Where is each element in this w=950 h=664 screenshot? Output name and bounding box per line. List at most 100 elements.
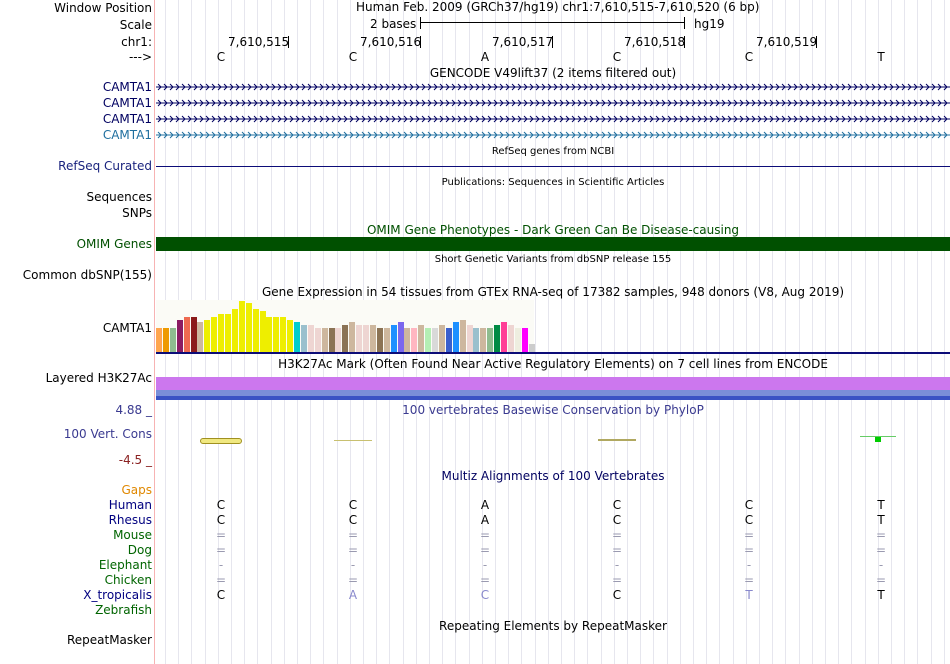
gtex-tissue-bar[interactable] xyxy=(322,328,328,352)
gtex-tissue-bar[interactable] xyxy=(522,328,528,352)
gencode-item-label-4[interactable]: CAMTA1 xyxy=(102,128,152,142)
gtex-tissue-bar[interactable] xyxy=(384,328,390,352)
omim-label[interactable]: OMIM Genes xyxy=(76,237,152,251)
gtex-tissue-bar[interactable] xyxy=(508,325,514,352)
species-label[interactable]: Elephant xyxy=(98,558,152,572)
refseq-label[interactable]: RefSeq Curated xyxy=(58,159,152,173)
gencode-transcript-1[interactable] xyxy=(156,82,950,92)
alignment-base: C xyxy=(480,588,490,602)
guide-line xyxy=(719,0,720,664)
guide-line xyxy=(944,0,945,664)
gtex-tissue-bar[interactable] xyxy=(494,325,500,352)
repeatmasker-label[interactable]: RepeatMasker xyxy=(66,633,152,647)
gtex-tissue-bar[interactable] xyxy=(418,325,424,352)
gtex-tissue-bar[interactable] xyxy=(453,322,459,352)
ruler-position-label: 7,610,518 xyxy=(624,35,686,49)
gtex-tissue-bar[interactable] xyxy=(398,322,404,352)
snps-label[interactable]: SNPs xyxy=(122,206,152,220)
reference-base: C xyxy=(348,50,358,64)
gencode-item-label-3[interactable]: CAMTA1 xyxy=(102,112,152,126)
species-label[interactable]: Rhesus xyxy=(108,513,152,527)
gaps-label[interactable]: Gaps xyxy=(121,483,152,497)
guide-line xyxy=(614,0,615,664)
gtex-tissue-bar[interactable] xyxy=(349,322,355,352)
gtex-tissue-bar[interactable] xyxy=(425,328,431,352)
gtex-tissue-bar[interactable] xyxy=(335,328,341,352)
gtex-gene-label[interactable]: CAMTA1 xyxy=(102,321,152,335)
h3k27ac-label[interactable]: Layered H3K27Ac xyxy=(45,371,152,385)
gencode-transcript-4[interactable] xyxy=(156,130,950,140)
gtex-tissue-bar[interactable] xyxy=(287,320,293,352)
species-label[interactable]: X_tropicalis xyxy=(83,588,152,602)
gtex-tissue-bar[interactable] xyxy=(184,317,190,352)
alignment-base: T xyxy=(877,513,885,527)
h3k27ac-layer-blue[interactable] xyxy=(156,390,950,396)
gtex-tissue-bar[interactable] xyxy=(363,325,369,352)
gtex-tissue-bar[interactable] xyxy=(308,325,314,352)
gtex-tissue-bar[interactable] xyxy=(204,320,210,352)
sequences-label[interactable]: Sequences xyxy=(86,190,152,204)
species-label[interactable]: Mouse xyxy=(113,528,152,542)
gtex-tissue-bar[interactable] xyxy=(411,328,417,352)
gencode-transcript-2[interactable] xyxy=(156,98,950,108)
gtex-tissue-bar[interactable] xyxy=(156,328,162,352)
gtex-tissue-bar[interactable] xyxy=(404,328,410,352)
gtex-tissue-bar[interactable] xyxy=(439,325,445,352)
gencode-item-label-2[interactable]: CAMTA1 xyxy=(102,96,152,110)
gtex-tissue-bar[interactable] xyxy=(480,328,486,352)
gtex-tissue-bar[interactable] xyxy=(446,328,452,352)
gtex-tissue-bar[interactable] xyxy=(197,322,203,352)
gtex-tissue-bar[interactable] xyxy=(370,325,376,352)
gtex-tissue-bar[interactable] xyxy=(225,314,231,352)
gtex-tissue-bar[interactable] xyxy=(232,309,238,352)
gtex-tissue-bar[interactable] xyxy=(342,325,348,352)
gtex-tissue-bar[interactable] xyxy=(487,328,493,352)
gtex-tissue-bar[interactable] xyxy=(529,344,535,352)
species-label[interactable]: Chicken xyxy=(104,573,152,587)
gtex-tissue-bar[interactable] xyxy=(391,325,397,352)
gtex-tissue-bar[interactable] xyxy=(177,320,183,352)
gtex-tissue-bar[interactable] xyxy=(377,328,383,352)
gtex-tissue-bar[interactable] xyxy=(467,325,473,352)
species-label[interactable]: Dog xyxy=(127,543,152,557)
gtex-gene-line xyxy=(156,352,950,354)
gtex-tissue-bar[interactable] xyxy=(315,328,321,352)
gtex-tissue-bar[interactable] xyxy=(301,325,307,352)
phylop-label[interactable]: 100 Vert. Cons xyxy=(63,427,152,441)
guide-line xyxy=(601,0,602,664)
species-label[interactable]: Human xyxy=(108,498,152,512)
gtex-tissue-bar[interactable] xyxy=(432,328,438,352)
gtex-tissue-bar[interactable] xyxy=(501,322,507,352)
gtex-tissue-bar[interactable] xyxy=(163,328,169,352)
gtex-tissue-bar[interactable] xyxy=(260,311,266,352)
gtex-tissue-bar[interactable] xyxy=(356,325,362,352)
gtex-tissue-bar[interactable] xyxy=(253,309,259,352)
omim-gene-bar[interactable] xyxy=(156,237,950,251)
gtex-tissue-bar[interactable] xyxy=(273,317,279,352)
gtex-tissue-bar[interactable] xyxy=(280,317,286,352)
species-label[interactable]: Zebrafish xyxy=(95,603,152,617)
guide-line xyxy=(865,0,866,664)
gencode-transcript-3[interactable] xyxy=(156,114,950,124)
gtex-tissue-bar[interactable] xyxy=(246,303,252,352)
gencode-item-label-1[interactable]: CAMTA1 xyxy=(102,80,152,94)
gtex-tissue-bar[interactable] xyxy=(170,328,176,352)
gtex-tissue-bar[interactable] xyxy=(294,322,300,352)
gtex-tissue-bar[interactable] xyxy=(473,328,479,352)
refseq-track-title: RefSeq genes from NCBI xyxy=(491,146,615,157)
h3k27ac-layer-darkblue[interactable] xyxy=(156,396,950,400)
gtex-tissue-bar[interactable] xyxy=(211,317,217,352)
gtex-tissue-bar[interactable] xyxy=(515,328,521,352)
h3k27ac-layer-purple[interactable] xyxy=(156,377,950,390)
gtex-tissue-bar[interactable] xyxy=(460,320,466,352)
gtex-track-title: Gene Expression in 54 tissues from GTEx … xyxy=(261,285,845,299)
gtex-tissue-bar[interactable] xyxy=(218,314,224,352)
gtex-tissue-bar[interactable] xyxy=(266,317,272,352)
dbsnp-label[interactable]: Common dbSNP(155) xyxy=(22,268,152,282)
gtex-tissue-bar[interactable] xyxy=(191,317,197,352)
gtex-tissue-bar[interactable] xyxy=(329,328,335,352)
refseq-gene-line[interactable] xyxy=(156,166,950,167)
alignment-base: = xyxy=(347,573,359,587)
alignment-base: A xyxy=(480,498,490,512)
gtex-tissue-bar[interactable] xyxy=(239,301,245,352)
